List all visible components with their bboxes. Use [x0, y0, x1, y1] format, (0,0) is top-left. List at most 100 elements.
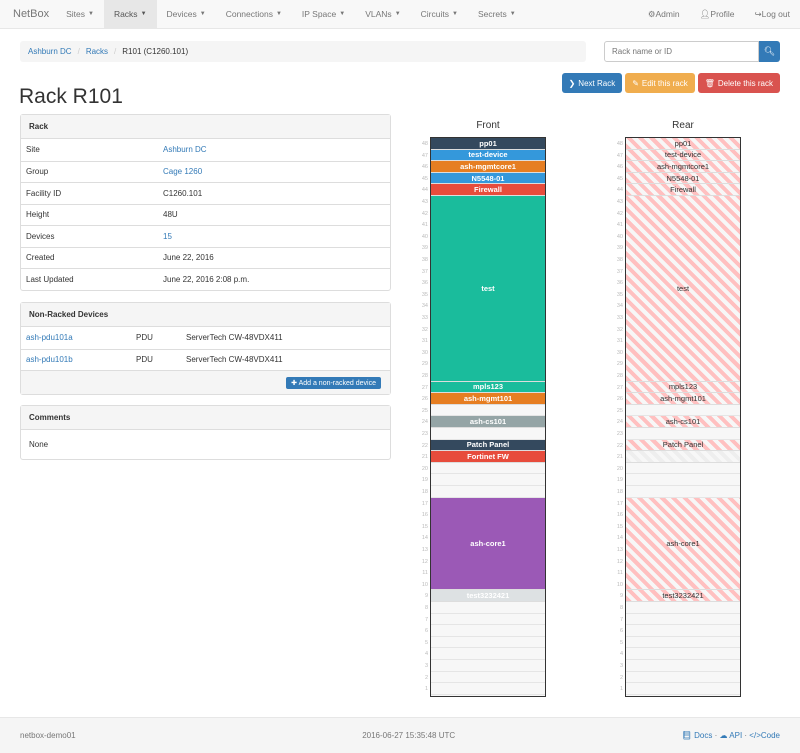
unit-number: 33	[421, 315, 428, 321]
rack-device-front[interactable]: mpls123	[431, 381, 545, 394]
cloud-icon: ☁	[719, 731, 730, 740]
edit-rack-button[interactable]: ✎ Edit this rack	[625, 73, 695, 93]
unit-number: 10	[616, 581, 623, 588]
next-rack-button[interactable]: ❯ Next Rack	[561, 73, 623, 93]
caret-down-icon: ▼	[509, 11, 516, 17]
nav-menu-sites[interactable]: Sites ▼	[56, 0, 104, 29]
rack-unit-slot[interactable]	[431, 428, 545, 440]
rack-device-front[interactable]: N5548-01	[431, 172, 545, 185]
rack-unit-slot[interactable]	[626, 474, 740, 486]
nav-menu-devices[interactable]: Devices ▼	[157, 0, 216, 29]
rack-device-front[interactable]: test	[431, 196, 545, 382]
attribute-value[interactable]: Cage 1260	[163, 167, 203, 177]
unit-number: 34	[421, 303, 428, 310]
device-model: ServerTech CW-48VDX411	[186, 355, 283, 365]
nav-log-out[interactable]: ↪ Log out	[745, 0, 800, 29]
rack-device-rear[interactable]: test3232421	[626, 590, 740, 602]
rack-unit-slot[interactable]	[626, 637, 740, 649]
attribute-label: Devices	[26, 231, 55, 241]
rack-unit-slot[interactable]	[431, 405, 545, 417]
search-input[interactable]	[604, 41, 759, 62]
rack-attribute-row: Site Ashburn DC	[21, 139, 390, 161]
rack-device-front[interactable]: ash-core1	[431, 497, 545, 591]
device-link[interactable]: ash-pdu101a	[26, 333, 73, 343]
rack-device-front[interactable]: Fortinet FW	[431, 451, 545, 463]
unit-number: 46	[616, 164, 623, 171]
brand-logo[interactable]: NetBox	[13, 8, 50, 20]
rack-attribute-row: Facility ID C1260.101	[21, 182, 390, 204]
unit-number: 8	[619, 605, 623, 611]
rack-device-rear[interactable]: Patch Panel	[626, 439, 740, 452]
rack-unit-slot[interactable]	[431, 614, 545, 626]
rack-device-rear[interactable]: ash-mgmtcore1	[626, 161, 740, 173]
nav-admin[interactable]: ⚙ Admin	[638, 0, 690, 29]
rack-unit-slot[interactable]	[626, 683, 740, 695]
rack-unit-slot[interactable]	[431, 463, 545, 475]
unit-number: 11	[617, 570, 623, 577]
navbar: NetBox Sites ▼ Racks ▼ Devices ▼ Connections ▼ I…	[0, 0, 800, 29]
rack-device-front[interactable]: Patch Panel	[431, 439, 545, 452]
rack-unit-slot[interactable]	[626, 672, 740, 684]
rack-unit-slot[interactable]	[431, 637, 545, 649]
attribute-label: Group	[26, 167, 49, 177]
docs-link[interactable]: 📘︎ Docs	[681, 731, 713, 740]
rack-unit-slot[interactable]	[431, 648, 545, 660]
breadcrumb-racks[interactable]: Racks	[85, 47, 109, 56]
rack-unit-slot[interactable]	[626, 463, 740, 475]
search-button[interactable]: 🔍︎	[759, 41, 780, 62]
rack-device-rear[interactable]: pp01	[626, 138, 740, 150]
rack-unit-slot[interactable]	[626, 486, 740, 498]
rack-unit-slot[interactable]	[431, 486, 545, 498]
rack-unit-slot[interactable]	[431, 625, 545, 637]
unit-number: 40	[421, 233, 428, 240]
nav-menu-connections[interactable]: Connections ▼	[216, 0, 292, 29]
rack-unit-slot[interactable]	[626, 660, 740, 672]
rack-device-rear[interactable]: test-device	[626, 149, 740, 162]
attribute-value[interactable]: 15	[163, 231, 172, 241]
rack-device-rear[interactable]: ash-cs101	[626, 416, 740, 428]
device-link[interactable]: ash-pdu101b	[26, 355, 73, 365]
rack-device-front[interactable]: Firewall	[431, 184, 545, 196]
rack-unit-slot[interactable]	[626, 625, 740, 637]
rack-device-rear[interactable]: ash-mgmt101	[626, 393, 740, 405]
rack-unit-slot[interactable]	[431, 602, 545, 614]
api-link[interactable]: ☁ API	[719, 731, 743, 740]
add-non-racked-device-button[interactable]: ✚ Add a non-racked device	[286, 376, 381, 389]
unit-number: 18	[616, 489, 623, 495]
attribute-value[interactable]: Ashburn DC	[163, 145, 207, 155]
rack-unit-slot[interactable]	[626, 405, 740, 417]
unit-number: 8	[424, 605, 428, 611]
delete-rack-button[interactable]: 🗑︎ Delete this rack	[697, 73, 780, 93]
rack-device-rear[interactable]	[626, 451, 740, 463]
rack-unit-slot[interactable]	[626, 614, 740, 626]
rack-device-front[interactable]: ash-mgmt101	[431, 393, 545, 405]
code-link[interactable]: </>Code	[749, 731, 780, 740]
rack-device-rear[interactable]: ash-core1	[626, 497, 740, 591]
breadcrumb-site[interactable]: Ashburn DC	[28, 47, 72, 56]
nav-menu-racks[interactable]: Racks ▼	[103, 0, 157, 29]
nav-menu-vlans[interactable]: VLANs ▼	[355, 0, 410, 29]
rack-unit-slot[interactable]	[431, 660, 545, 672]
nav-menu-ip-space[interactable]: IP Space ▼	[292, 0, 355, 29]
nav-menu-secrets[interactable]: Secrets ▼	[468, 0, 526, 29]
rack-device-rear[interactable]: N5548-01	[626, 172, 740, 185]
rack-device-front[interactable]: test-device	[431, 149, 545, 162]
rack-unit-slot[interactable]	[431, 474, 545, 486]
rack-device-front[interactable]: ash-mgmtcore1	[431, 161, 545, 173]
unit-number: 5	[619, 639, 623, 646]
rack-unit-slot[interactable]	[431, 672, 545, 684]
rack-device-rear[interactable]: test	[626, 196, 740, 382]
rack-device-front[interactable]: test3232421	[431, 590, 545, 602]
nav-menu-circuits[interactable]: Circuits ▼	[411, 0, 468, 29]
nav-profile[interactable]: 👤︎ Profile	[690, 0, 745, 29]
rack-device-front[interactable]: ash-cs101	[431, 416, 545, 428]
rack-device-rear[interactable]: Firewall	[626, 184, 740, 196]
rack-unit-slot[interactable]	[626, 602, 740, 614]
rack-unit-slot[interactable]	[431, 683, 545, 695]
rack-device-front[interactable]: pp01	[431, 138, 545, 150]
rack-device-rear[interactable]: mpls123	[626, 381, 740, 394]
unit-number: 36	[616, 280, 623, 287]
gear-icon: ⚙	[647, 8, 656, 19]
rack-unit-slot[interactable]	[626, 648, 740, 660]
rack-unit-slot[interactable]	[626, 428, 740, 440]
